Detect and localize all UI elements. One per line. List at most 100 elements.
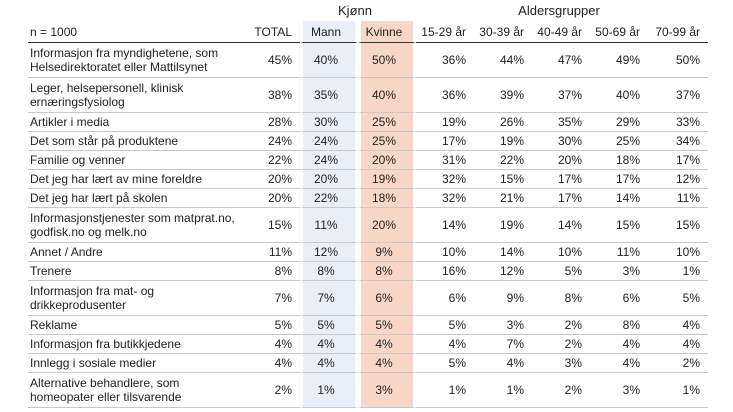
cell-value: 5%	[250, 316, 300, 335]
cell-value: 12%	[648, 170, 709, 189]
row-label: Reklame	[28, 316, 250, 335]
table-row: Familie og venner 22% 24% 20% 31% 22% 20% 18% 17…	[28, 151, 709, 170]
table-row: Informasjon fra butikkjedene 4% 4% 4% 4% 7% 2%…	[28, 335, 709, 354]
cell-value: 50%	[648, 43, 709, 78]
cell-value: 6%	[416, 281, 474, 316]
cell-value: 38%	[250, 78, 300, 113]
cell-value: 14%	[590, 189, 648, 208]
cell-value: 30%	[300, 113, 358, 132]
cell-value: 36%	[416, 78, 474, 113]
cell-value: 10%	[532, 243, 590, 262]
table-row: Informasjon fra myndighetene, som Helsed…	[28, 43, 709, 78]
cell-value: 44%	[474, 43, 532, 78]
cell-value: 35%	[300, 78, 358, 113]
cell-value: 10%	[648, 243, 709, 262]
cell-value: 4%	[648, 316, 709, 335]
cell-value: 10%	[416, 243, 474, 262]
row-label: Informasjonstjenester som matprat.no, go…	[28, 208, 250, 243]
cell-value: 12%	[300, 243, 358, 262]
cell-value: 26%	[474, 113, 532, 132]
cell-value: 24%	[300, 132, 358, 151]
row-label: Familie og venner	[28, 151, 250, 170]
cell-value: 20%	[358, 151, 416, 170]
cell-value: 18%	[590, 151, 648, 170]
cell-value: 5%	[300, 316, 358, 335]
cell-value: 15%	[250, 208, 300, 243]
table-row: Innlegg i sosiale medier 4% 4% 4% 5% 4% 3% 4% 2%	[28, 354, 709, 373]
cell-value: 15%	[474, 170, 532, 189]
cell-value: 20%	[532, 151, 590, 170]
cell-value: 14%	[474, 243, 532, 262]
cell-value: 20%	[250, 189, 300, 208]
table-row: Reklame 5% 5% 5% 5% 3% 2% 8% 4%	[28, 316, 709, 335]
column-header: TOTAL	[250, 21, 300, 43]
cell-value: 4%	[474, 354, 532, 373]
group-label: Aldersgrupper	[518, 2, 600, 18]
cell-value: 16%	[416, 262, 474, 281]
cell-value: 1%	[648, 373, 709, 408]
cell-value: 40%	[300, 43, 358, 78]
cell-value: 7%	[250, 281, 300, 316]
group-header-row: Kjønn Aldersgrupper	[28, 0, 708, 21]
cell-value: 3%	[532, 354, 590, 373]
cell-value: 25%	[358, 132, 416, 151]
table-row: Det jeg har lært av mine foreldre 20% 20% 1…	[28, 170, 709, 189]
table-row: Trenere 8% 8% 8% 16% 12% 5% 3% 1%	[28, 262, 709, 281]
cell-value: 20%	[300, 170, 358, 189]
column-header: Kvinne	[358, 21, 416, 43]
cell-value: 1%	[474, 373, 532, 408]
cell-value: 4%	[648, 335, 709, 354]
cell-value: 30%	[532, 132, 590, 151]
cell-value: 7%	[474, 335, 532, 354]
cell-value: 4%	[590, 335, 648, 354]
cell-value: 19%	[416, 113, 474, 132]
cell-value: 25%	[358, 113, 416, 132]
cell-value: 3%	[590, 262, 648, 281]
data-table: Kjønn Aldersgrupper n = 1000 TOTAL Mann Kvinn…	[28, 0, 709, 408]
cell-value: 15%	[648, 208, 709, 243]
cell-value: 50%	[358, 43, 416, 78]
cell-value: 4%	[300, 335, 358, 354]
table-row: Annet / Andre 11% 12% 9% 10% 14% 10% 11% 10%	[28, 243, 709, 262]
cell-value: 6%	[358, 281, 416, 316]
cell-value: 12%	[474, 262, 532, 281]
column-header: 70-99 år	[648, 21, 709, 43]
cell-value: 17%	[648, 151, 709, 170]
cell-value: 35%	[532, 113, 590, 132]
column-header: 30-39 år	[474, 21, 532, 43]
cell-value: 33%	[648, 113, 709, 132]
cell-value: 1%	[648, 262, 709, 281]
cell-value: 7%	[300, 281, 358, 316]
row-label: Det jeg har lært på skolen	[28, 189, 250, 208]
cell-value: 3%	[474, 316, 532, 335]
row-label: Informasjon fra mat- og drikkeprodusente…	[28, 281, 250, 316]
row-label: Det jeg har lært av mine foreldre	[28, 170, 250, 189]
cell-value: 34%	[648, 132, 709, 151]
cell-value: 2%	[532, 373, 590, 408]
cell-value: 22%	[300, 189, 358, 208]
cell-value: 32%	[416, 170, 474, 189]
cell-value: 36%	[416, 43, 474, 78]
empty-cell	[28, 0, 250, 21]
row-label: Det som står på produktene	[28, 132, 250, 151]
cell-value: 40%	[590, 78, 648, 113]
cell-value: 3%	[590, 373, 648, 408]
row-label: Artikler i media	[28, 113, 250, 132]
cell-value: 49%	[590, 43, 648, 78]
table-row: Leger, helsepersonell, klinisk ernærings…	[28, 78, 709, 113]
header-row: n = 1000 TOTAL Mann Kvinne 15-29 år 30-39 år 4…	[28, 21, 709, 43]
cell-value: 2%	[648, 354, 709, 373]
cell-value: 8%	[250, 262, 300, 281]
cell-value: 1%	[416, 373, 474, 408]
cell-value: 9%	[358, 243, 416, 262]
cell-value: 28%	[250, 113, 300, 132]
cell-value: 17%	[532, 170, 590, 189]
cell-value: 11%	[250, 243, 300, 262]
cell-value: 8%	[532, 281, 590, 316]
row-label: Informasjon fra myndighetene, som Helsed…	[28, 43, 250, 78]
table-row: Informasjonstjenester som matprat.no, go…	[28, 208, 709, 243]
cell-value: 5%	[358, 316, 416, 335]
cell-value: 19%	[474, 208, 532, 243]
cell-value: 15%	[590, 208, 648, 243]
cell-value: 9%	[474, 281, 532, 316]
